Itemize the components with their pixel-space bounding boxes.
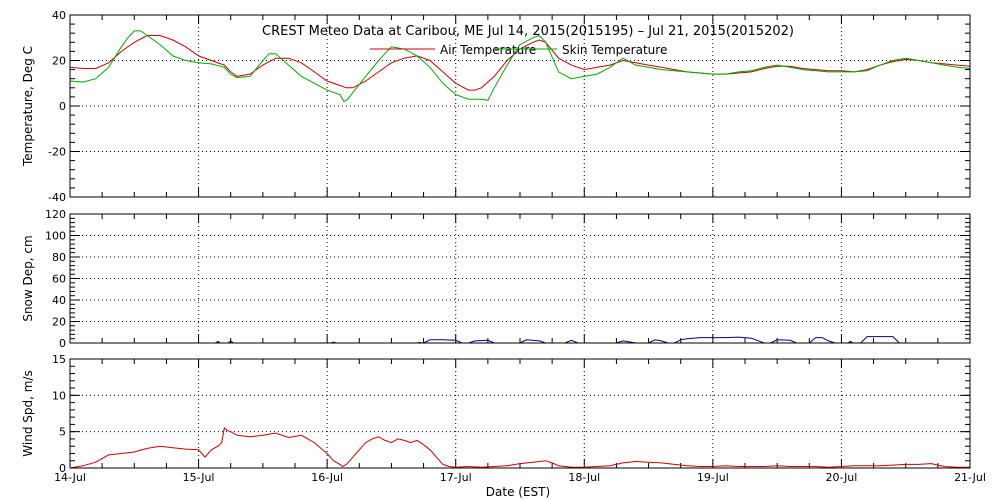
chart-title: CREST Meteo Data at Caribou, ME Jul 14, … xyxy=(262,24,794,39)
wind-speed-ylabel: Wind Spd, m/s xyxy=(21,370,35,456)
snow-depth-series-line xyxy=(519,339,546,343)
wind-speed-series-line xyxy=(70,427,970,468)
snow-depth-series-line xyxy=(616,340,636,343)
snow-depth-ytick-label: 120 xyxy=(45,208,66,221)
snow-depth-ytick-label: 0 xyxy=(59,337,66,350)
x-tick-label: 19-Jul xyxy=(697,471,729,484)
snow-depth-panel: 0 20 40 60 80 100 120 Snow Dep, cm xyxy=(21,208,971,350)
snow-depth-ytick-label: 40 xyxy=(52,294,66,307)
snow-depth-series-line xyxy=(860,336,900,343)
x-tick-label: 21-Jul xyxy=(954,471,986,484)
snow-depth-series-line xyxy=(674,336,765,343)
x-tick-label: 20-Jul xyxy=(825,471,857,484)
chart-panels: -40 -20 0 20 40 Temperature, Deg C Air Tempera… xyxy=(21,9,986,484)
temperature-ytick-label: 40 xyxy=(52,9,66,22)
x-tick-label: 15-Jul xyxy=(183,471,215,484)
snow-depth-series-line xyxy=(227,340,234,343)
temperature-series-air-temperature xyxy=(70,35,970,91)
snow-depth-series-line xyxy=(564,339,579,343)
snow-depth-series-line xyxy=(215,340,221,343)
x-tick-label: 14-Jul xyxy=(54,471,86,484)
temperature-ytick-label: -20 xyxy=(48,146,66,159)
x-axis-label: Date (EST) xyxy=(486,485,550,499)
legend-skin-label: Skin Temperature xyxy=(562,43,667,57)
wind-speed-ytick-label: 0 xyxy=(59,462,66,475)
x-tick-label: 16-Jul xyxy=(311,471,343,484)
snow-depth-frame xyxy=(69,213,971,344)
temperature-panel: -40 -20 0 20 40 Temperature, Deg C Air Tempera… xyxy=(21,9,971,204)
temperature-ytick-label: 0 xyxy=(59,100,66,113)
snow-depth-series-line xyxy=(648,339,669,343)
legend-air-label: Air Temperature xyxy=(440,43,536,57)
temperature-ytick-label: -40 xyxy=(48,191,66,204)
wind-speed-ytick-label: 10 xyxy=(52,389,66,402)
temperature-ylabel: Temperature, Deg C xyxy=(21,46,35,167)
snow-depth-ytick-label: 60 xyxy=(52,273,66,286)
snow-depth-series-line xyxy=(847,340,854,343)
snow-depth-ytick-label: 100 xyxy=(45,230,66,243)
snow-depth-series-line xyxy=(770,339,797,343)
snow-depth-series-line xyxy=(468,339,495,343)
snow-depth-ytick-label: 20 xyxy=(52,316,66,329)
legend: Air Temperature Skin Temperature xyxy=(370,43,667,57)
temperature-ytick-label: 20 xyxy=(52,55,66,68)
wind-speed-ytick-label: 5 xyxy=(59,426,66,439)
snow-depth-series-line xyxy=(423,339,463,343)
snow-depth-ylabel: Snow Dep, cm xyxy=(21,235,35,321)
snow-depth-ytick-label: 80 xyxy=(52,251,66,264)
x-tick-label: 17-Jul xyxy=(440,471,472,484)
temperature-series-skin-temperature xyxy=(70,30,970,103)
wind-speed-frame xyxy=(69,358,971,469)
wind-speed-ytick-label: 15 xyxy=(52,353,66,366)
temperature-frame xyxy=(69,14,971,198)
x-tick-label: 18-Jul xyxy=(568,471,600,484)
wind-speed-panel: 0 5 10 15 Wind Spd, m/s xyxy=(21,353,971,475)
snow-depth-series-line xyxy=(808,337,836,343)
